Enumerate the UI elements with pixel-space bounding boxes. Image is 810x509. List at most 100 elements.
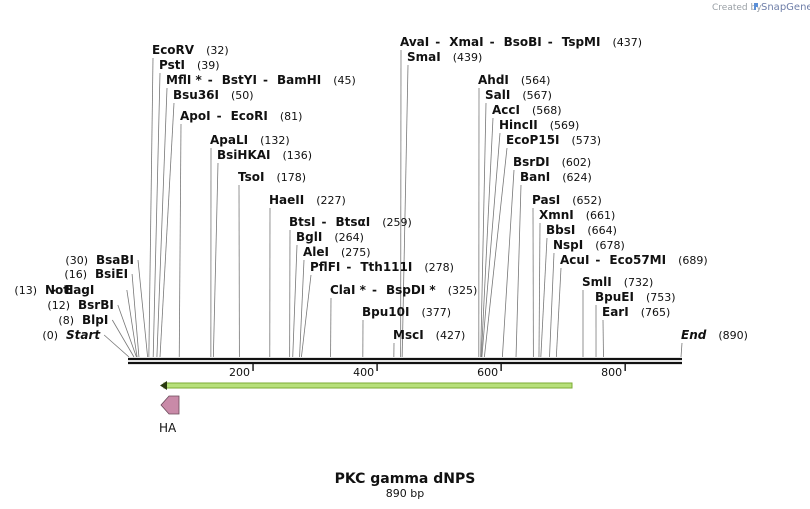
site-name: NspI: [553, 238, 583, 252]
site-leader-line: [159, 102, 175, 358]
restriction-site-labels: Start(0)BlpI(8)BsrBI(12)NotI - EagI (13) Bsi…: [14, 35, 748, 342]
site-label: TsoI (178): [238, 170, 306, 184]
site-name: PflFI: [310, 260, 340, 274]
site-position: (278): [424, 261, 454, 274]
site-name: NotI: [45, 283, 74, 297]
site-name: SmlI: [582, 275, 612, 289]
ruler-ticks: 200 400 600 800: [229, 364, 626, 379]
site-leader-line: [480, 102, 487, 358]
site-position: (564): [521, 74, 551, 87]
site-name: HaeII: [269, 193, 304, 207]
site-position: (890): [718, 329, 748, 342]
site-leader-line: [483, 147, 508, 358]
site-name: BsiEI: [95, 267, 128, 281]
site-label: ClaI * - BspDI * (325): [330, 283, 477, 297]
site-leader-line: [680, 342, 683, 358]
site-label: BsrDI (602): [513, 155, 591, 169]
site-label: NspI (678): [553, 238, 625, 252]
site-label: Bpu10I (377): [362, 305, 451, 319]
site-name: AhdI: [478, 73, 509, 87]
site-label: Start (0): [42, 328, 101, 342]
site-position: (13): [14, 284, 37, 297]
site-leader-line: [501, 169, 515, 358]
snapgene-brand-text: SnapGene: [761, 2, 810, 13]
orf-arrow: [160, 381, 573, 390]
ruler-tick-label: 400: [353, 366, 374, 379]
site-leader-line: [515, 184, 522, 358]
site-name: BtsαI: [336, 215, 371, 229]
segment-separator: -: [208, 73, 213, 87]
sequence-backbone: [128, 357, 682, 365]
site-position: (12): [47, 299, 70, 312]
site-name: AvaI: [400, 35, 429, 49]
site-position: (45): [333, 74, 356, 87]
site-name: EagI: [65, 283, 94, 297]
site-position: (39): [197, 59, 220, 72]
site-leader-line: [137, 259, 149, 358]
segment-separator: -: [372, 283, 377, 297]
site-position: (377): [421, 306, 451, 319]
site-label: AvaI - XmaI - BsoBI - TspMI (437)SmaI (439): [400, 35, 642, 64]
site-position: (178): [276, 171, 306, 184]
segment-separator: -: [490, 35, 495, 49]
site-leader-line: [549, 252, 555, 358]
site-label: AhdI (564): [478, 73, 550, 87]
site-position: (136): [283, 149, 313, 162]
site-name: AcuI: [560, 253, 589, 267]
site-leader-line: [301, 274, 312, 358]
site-leader-line: [540, 237, 548, 358]
site-label: BbsI (664): [546, 223, 617, 237]
site-position: (264): [334, 231, 364, 244]
site-position: (81): [280, 110, 303, 123]
segment-separator: -: [346, 260, 351, 274]
site-label: BpuEI (753): [595, 290, 676, 304]
site-position: (325): [448, 284, 478, 297]
site-name: EcoRV: [152, 43, 195, 57]
site-label: BlpI (8): [58, 313, 108, 327]
site-name: PstI: [159, 58, 185, 72]
site-position: (227): [316, 194, 346, 207]
site-name: SalI: [485, 88, 510, 102]
site-name: BlpI: [82, 313, 108, 327]
site-name: XmaI: [449, 35, 483, 49]
site-leader-line: [126, 289, 138, 358]
site-leader-line: [538, 222, 541, 358]
site-name: BamHI: [277, 73, 321, 87]
site-position: (753): [646, 291, 676, 304]
site-position: (50): [231, 89, 254, 102]
site-name: Bpu10I: [362, 305, 409, 319]
site-label: MscI (427): [393, 328, 465, 342]
site-name: XmnI: [539, 208, 574, 222]
site-name: TspMI: [562, 35, 601, 49]
site-position: (16): [64, 268, 87, 281]
site-leader-line: [299, 259, 305, 358]
segment-separator: -: [435, 35, 440, 49]
site-label: NotI- EagI (13): [14, 283, 94, 297]
site-name: BsrDI: [513, 155, 550, 169]
site-name: ApaLI: [210, 133, 248, 147]
site-label: HaeII (227): [269, 193, 346, 207]
site-label: EcoP15I (573): [506, 133, 601, 147]
site-position: (439): [453, 51, 483, 64]
site-label: BsiHKAI (136): [217, 148, 312, 162]
site-position: (573): [572, 134, 602, 147]
site-label: SalI (567): [485, 88, 552, 102]
site-label: AcuI - Eco57MI (689): [560, 253, 708, 267]
site-name: TsoI: [238, 170, 264, 184]
site-name: BtsI: [289, 215, 316, 229]
segment-separator: -: [548, 35, 553, 49]
site-position: (275): [341, 246, 371, 259]
site-position: (32): [206, 44, 229, 57]
site-name: HincII: [499, 118, 538, 132]
site-position: (678): [595, 239, 625, 252]
site-label: BsrBI (12): [47, 298, 113, 312]
site-label: AleI (275): [303, 245, 371, 259]
site-label: BtsI - BtsαI (259): [289, 215, 412, 229]
site-label: End (890): [681, 328, 748, 342]
site-name: BsaBI: [96, 253, 134, 267]
site-name: BspDI *: [386, 283, 436, 297]
site-leader-line: [178, 123, 182, 358]
site-label: EcoRV (32): [152, 43, 229, 57]
site-label: BsiEI (16): [64, 267, 128, 281]
